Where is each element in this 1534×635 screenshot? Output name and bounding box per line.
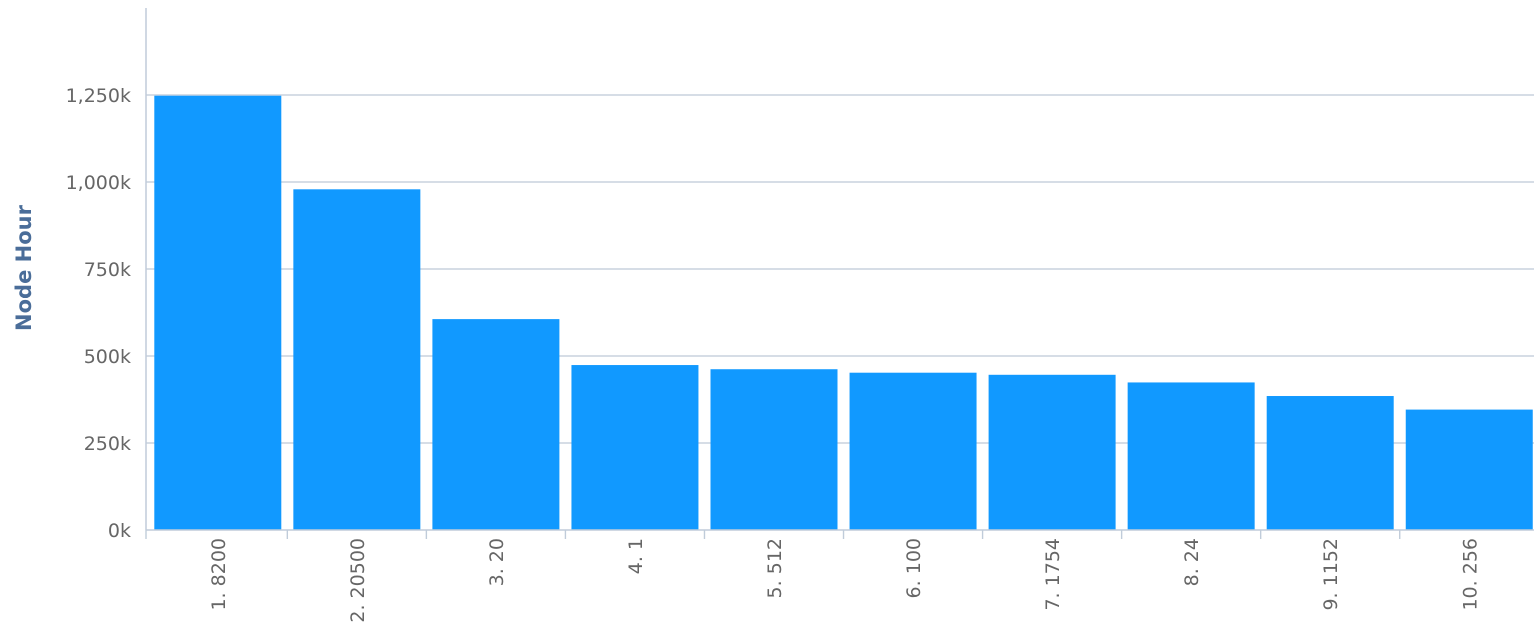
bar[interactable] — [849, 372, 977, 530]
y-tick-labels: 0k 250k 500k 750k 1,000k 1,250k — [66, 85, 131, 542]
x-tick-label: 8. 24 — [1181, 538, 1203, 586]
x-tick-label: 6. 100 — [903, 538, 925, 598]
y-tick-label: 500k — [84, 346, 131, 368]
bar[interactable] — [988, 374, 1116, 530]
x-tick-label: 7. 1754 — [1042, 538, 1064, 611]
x-tick-labels: 1. 8200 2. 20500 3. 20 4. 1 5. 512 6. 100 7. 1… — [208, 538, 1481, 623]
axes — [145, 8, 1534, 539]
y-tick-label: 1,000k — [66, 172, 131, 194]
y-tick-label: 250k — [84, 433, 131, 455]
y-tick-label: 0k — [108, 520, 131, 542]
bar[interactable] — [293, 189, 421, 531]
x-tick-label: 4. 1 — [625, 538, 647, 574]
bar[interactable] — [154, 95, 282, 531]
bar[interactable] — [432, 319, 560, 530]
bar[interactable] — [1266, 396, 1394, 530]
x-tick-label: 10. 256 — [1459, 538, 1481, 611]
y-tick-label: 1,250k — [66, 85, 131, 107]
bar[interactable] — [1127, 382, 1255, 530]
x-tick-label: 3. 20 — [486, 538, 508, 586]
x-tick-label: 5. 512 — [764, 538, 786, 598]
bar[interactable] — [1405, 409, 1533, 530]
x-tick-label: 2. 20500 — [347, 538, 369, 623]
x-tick-label: 9. 1152 — [1320, 538, 1342, 611]
y-tick-label: 750k — [84, 259, 131, 281]
y-axis-title: Node Hour — [12, 204, 36, 331]
bar[interactable] — [571, 365, 699, 530]
x-tick-label: 1. 8200 — [208, 538, 230, 611]
bars — [154, 95, 1533, 531]
bar[interactable] — [710, 369, 838, 530]
